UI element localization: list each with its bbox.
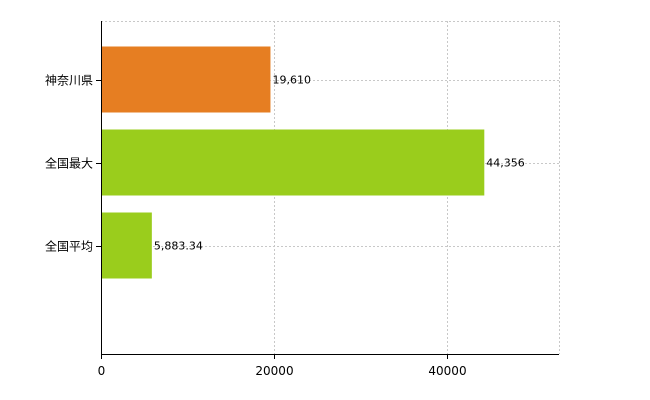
bar: [101, 212, 152, 279]
data-label: 19,610: [272, 74, 311, 87]
x-tick-label: 0: [98, 364, 106, 378]
data-label: 44,356: [486, 157, 525, 170]
category-label: 神奈川県: [45, 74, 93, 88]
x-tick-label: 40000: [428, 364, 466, 378]
x-tick-label: 20000: [255, 364, 293, 378]
bar: [101, 46, 271, 113]
data-label: 5,883.34: [154, 240, 203, 253]
category-label: 全国平均: [45, 239, 93, 254]
bar: [101, 129, 485, 196]
category-label: 全国最大: [45, 156, 93, 171]
